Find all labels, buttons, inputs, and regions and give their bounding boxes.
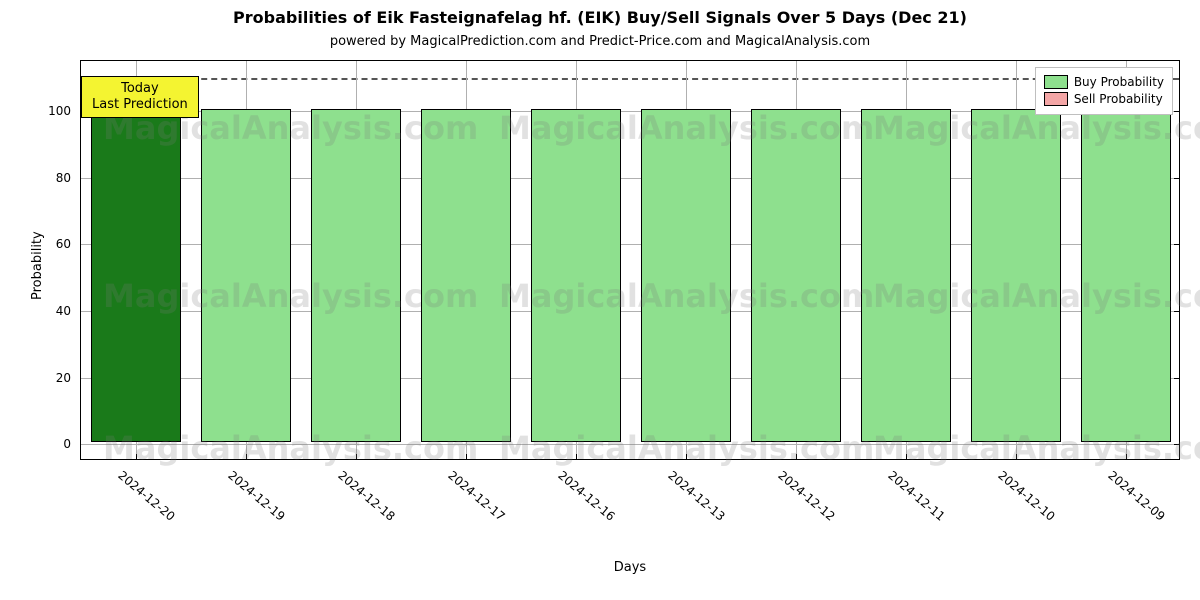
bar — [751, 109, 841, 442]
callout-line-2: Last Prediction — [92, 97, 188, 113]
x-tick-label: 2024-12-20 — [115, 459, 185, 524]
y-tick-label: 100 — [48, 104, 81, 118]
legend: Buy ProbabilitySell Probability — [1035, 67, 1173, 115]
y-tick-label: 40 — [56, 304, 81, 318]
x-tick-label: 2024-12-09 — [1105, 459, 1175, 524]
legend-swatch — [1044, 75, 1068, 89]
bar — [91, 109, 181, 442]
y-tick-label: 80 — [56, 171, 81, 185]
bar — [1081, 109, 1171, 442]
x-tick-label: 2024-12-11 — [885, 459, 955, 524]
y-tick-label: 20 — [56, 371, 81, 385]
x-tick-label: 2024-12-18 — [335, 459, 405, 524]
legend-item: Sell Probability — [1044, 91, 1164, 108]
x-tick-label: 2024-12-13 — [665, 459, 735, 524]
x-tick-label: 2024-12-16 — [555, 459, 625, 524]
x-tick-label: 2024-12-10 — [995, 459, 1065, 524]
legend-label: Sell Probability — [1074, 91, 1163, 108]
legend-item: Buy Probability — [1044, 74, 1164, 91]
bar — [971, 109, 1061, 442]
callout-line-1: Today — [92, 81, 188, 97]
bar — [641, 109, 731, 442]
y-tick-label: 0 — [63, 437, 81, 451]
legend-label: Buy Probability — [1074, 74, 1164, 91]
bar — [311, 109, 401, 442]
x-axis-label: Days — [80, 560, 1180, 575]
bar — [421, 109, 511, 442]
plot-area: 0204060801002024-12-202024-12-192024-12-… — [80, 60, 1180, 460]
x-tick-label: 2024-12-19 — [225, 459, 295, 524]
y-tick-label: 60 — [56, 237, 81, 251]
today-callout: TodayLast Prediction — [81, 76, 199, 119]
x-tick-label: 2024-12-12 — [775, 459, 845, 524]
bar — [531, 109, 621, 442]
chart-title: Probabilities of Eik Fasteignafelag hf. … — [0, 8, 1200, 27]
bar — [201, 109, 291, 442]
y-axis-label: Probability — [30, 231, 45, 300]
x-tick-label: 2024-12-17 — [445, 459, 515, 524]
legend-swatch — [1044, 92, 1068, 106]
chart-subtitle: powered by MagicalPrediction.com and Pre… — [0, 34, 1200, 49]
bar — [861, 109, 951, 442]
